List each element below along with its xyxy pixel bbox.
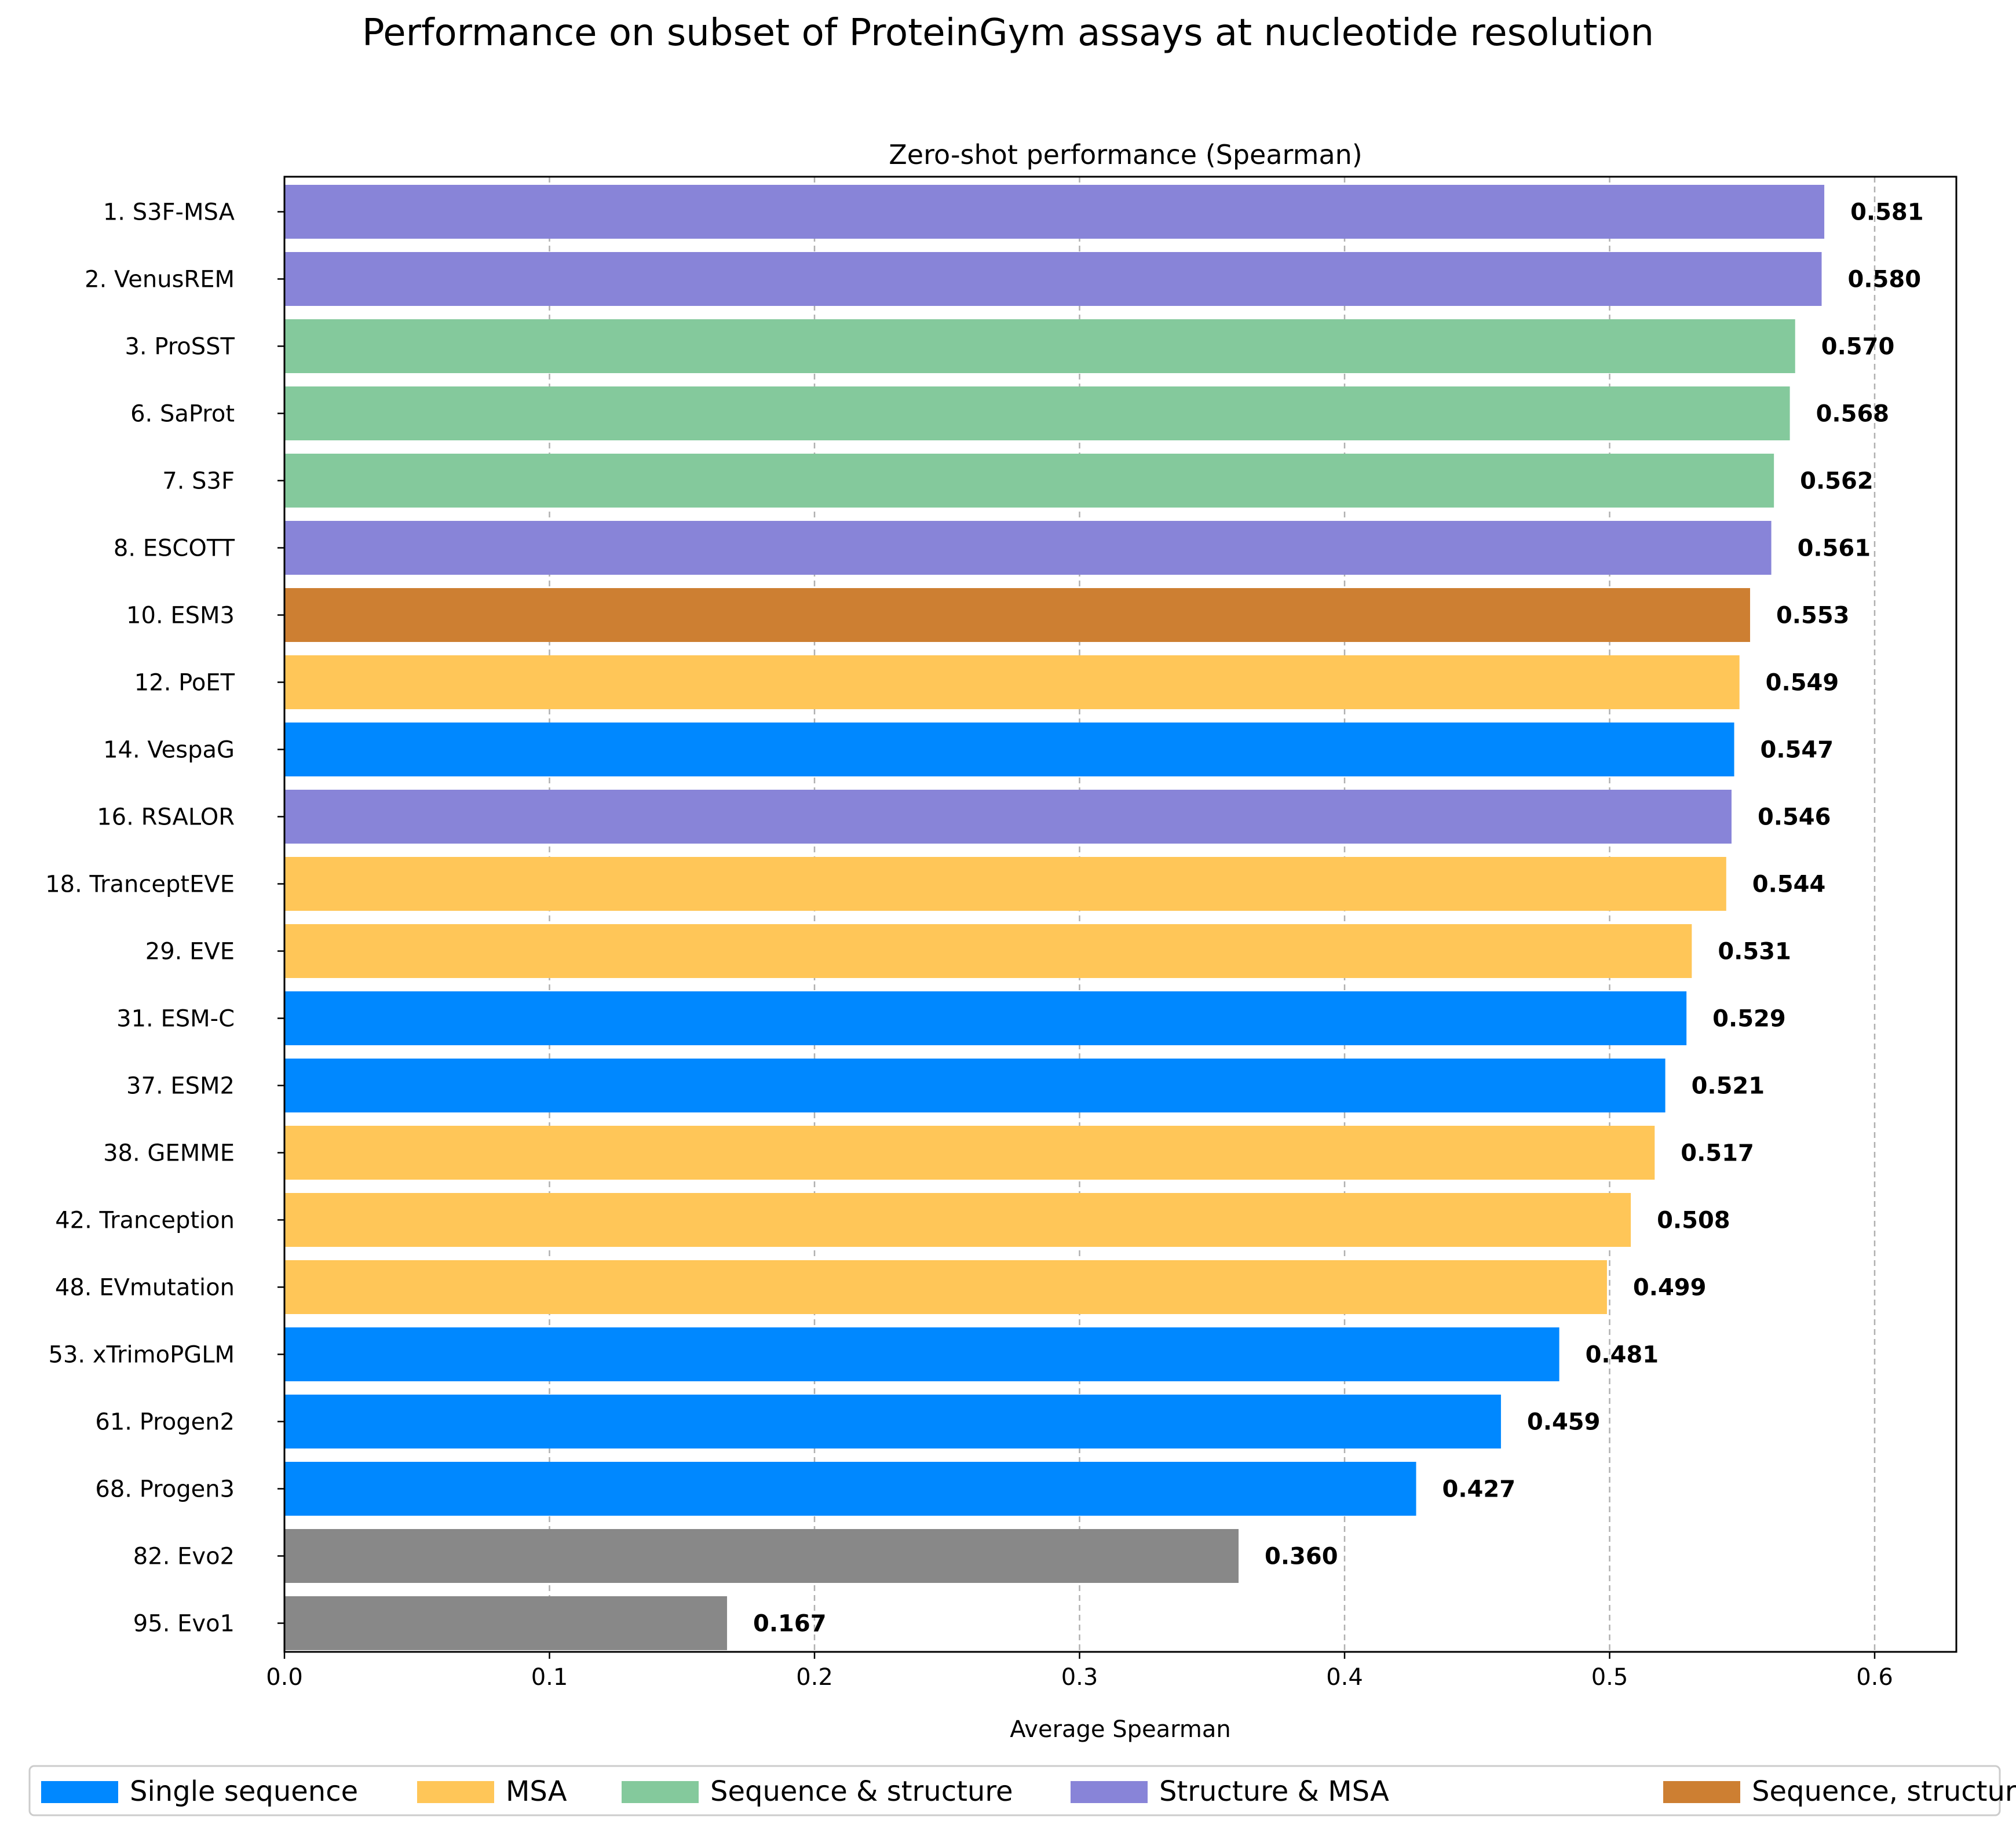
bar [284,454,1774,508]
plot-frame [283,176,1957,1653]
legend-label: Single sequence [130,1775,358,1808]
legend-box [28,1765,2001,1816]
x-axis-ticks: 0.0 0.1 0.2 0.3 0.4 0.5 0.6 [266,1652,1893,1691]
value-label: 0.553 [1776,603,1850,629]
y-tick-label: 42. Tranception [55,1207,235,1234]
y-tick-label: 6. SaProt [130,401,235,428]
x-tick-label: 0.3 [1061,1664,1098,1691]
y-tick-label: 37. ESM2 [126,1073,235,1100]
y-tick-label: 68. Progen3 [95,1476,235,1503]
bar [284,723,1734,776]
bar [284,521,1772,575]
legend-label: Sequence & structure [710,1775,1013,1808]
y-tick-label: 12. PoET [134,670,235,696]
y-tick-label: 10. ESM3 [126,603,235,629]
legend-swatch [417,1781,494,1803]
value-label: 0.531 [1718,939,1791,965]
y-tick-label: 8. ESCOTT [114,535,235,562]
bar [284,386,1790,440]
value-label: 0.508 [1657,1207,1730,1234]
y-tick-label: 82. Evo2 [133,1544,235,1570]
legend-swatch [1663,1781,1740,1803]
y-tick-label: 2. VenusREM [85,267,235,293]
legend: Single sequence MSA Sequence & structure St… [28,1765,2016,1816]
x-tick-label: 0.4 [1326,1664,1363,1691]
value-label: 0.529 [1712,1006,1786,1032]
value-label: 0.549 [1766,670,1839,696]
value-label: 0.459 [1527,1409,1601,1436]
value-label: 0.547 [1761,737,1834,764]
y-tick-label: 95. Evo1 [133,1611,235,1637]
value-label: 0.544 [1752,871,1826,898]
bar [284,857,1726,911]
value-label: 0.481 [1586,1342,1659,1369]
y-tick-label: 31. ESM-C [116,1006,235,1032]
bar [284,1059,1666,1112]
x-tick-label: 0.2 [796,1664,833,1691]
bar [284,991,1687,1045]
bar [284,1462,1416,1516]
legend-label: Sequence, structure & function [1752,1775,2016,1808]
value-label: 0.562 [1800,468,1873,495]
bar [284,1596,728,1650]
value-label: 0.427 [1442,1476,1516,1503]
y-tick-label: 1. S3F-MSA [103,199,235,226]
bar [284,185,1825,239]
value-label: 0.546 [1758,804,1831,831]
value-label: 0.581 [1850,199,1924,226]
bar [284,1260,1607,1314]
bar [284,1327,1560,1381]
y-tick-label: 16. RSALOR [97,804,235,831]
value-label: 0.568 [1816,401,1890,428]
value-label: 0.561 [1798,535,1871,562]
legend-swatch [1071,1781,1148,1803]
y-tick-label: 48. EVmutation [55,1275,235,1301]
y-tick-label: 14. VespaG [103,737,235,764]
y-tick-label: 18. TranceptEVE [45,871,235,898]
x-tick-label: 0.0 [266,1664,303,1691]
y-axis-labels: 1. S3F-MSA 2. VenusREM 3. ProSST 6. SaProt 7… [45,199,284,1637]
value-labels: 0.581 0.580 0.570 0.568 0.562 0.561 0.553 0.549… [753,199,1924,1637]
x-tick-label: 0.5 [1591,1664,1628,1691]
bar [284,655,1740,709]
y-tick-label: 29. EVE [145,939,235,965]
legend-label: MSA [506,1775,567,1808]
y-tick-label: 38. GEMME [103,1140,235,1167]
chart-title: Performance on subset of ProteinGym assa… [362,12,1654,54]
x-axis-label: Average Spearman [1010,1716,1230,1743]
bar [284,790,1732,844]
bar [284,252,1822,306]
x-tick-label: 0.6 [1856,1664,1893,1691]
bar [284,924,1692,978]
value-label: 0.570 [1821,334,1895,360]
y-tick-label: 61. Progen2 [95,1409,235,1436]
bar [284,1529,1239,1583]
bars [284,185,1825,1650]
value-label: 0.517 [1681,1140,1754,1167]
value-label: 0.360 [1265,1544,1338,1570]
value-label: 0.167 [753,1611,827,1637]
y-tick-label: 53. xTrimoPGLM [49,1342,235,1369]
chart-subtitle: Zero-shot performance (Spearman) [889,139,1363,170]
legend-swatch [622,1781,699,1803]
bar [284,319,1795,373]
bar [284,1126,1655,1180]
value-label: 0.499 [1633,1275,1707,1301]
bar [284,588,1750,642]
x-tick-label: 0.1 [531,1664,568,1691]
legend-label: Structure & MSA [1159,1775,1389,1808]
y-tick-label: 7. S3F [162,468,235,495]
y-tick-label: 3. ProSST [125,334,235,360]
bar [284,1193,1631,1247]
bar [284,1395,1501,1448]
value-label: 0.580 [1848,267,1922,293]
legend-swatch [41,1781,118,1803]
value-label: 0.521 [1692,1073,1765,1100]
